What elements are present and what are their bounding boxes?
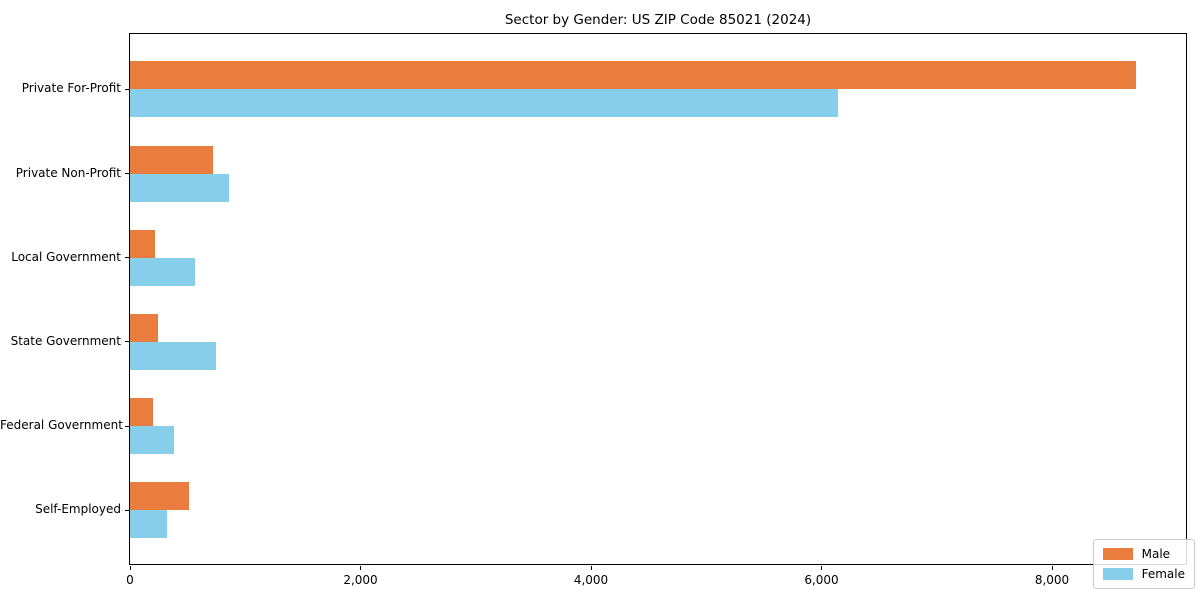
y-tick-mark [125, 509, 129, 511]
y-tick-mark [125, 173, 129, 174]
bar-female-local-government [130, 257, 195, 286]
y-tick-mark [125, 425, 129, 427]
y-tick-label-self-employed: Self-Employed [35, 502, 121, 517]
bar-female-federal-government [130, 426, 174, 455]
y-tick-label-private-for-profit: Private For-Profit [21, 81, 121, 96]
bar-male-local-government [130, 229, 155, 258]
x-tick-mark [821, 566, 822, 570]
chart-title: Sector by Gender: US ZIP Code 85021 (202… [504, 12, 812, 28]
bar-male-self-employed [130, 482, 189, 511]
legend-entry-male: Male [1102, 547, 1185, 561]
x-tick-mark [1051, 566, 1053, 570]
legend-swatch-male [1102, 548, 1133, 560]
x-tick-mark [129, 566, 131, 570]
legend-label-female: Female [1141, 567, 1185, 581]
y-tick-label-private-non-profit: Private Non-Profit [15, 165, 121, 180]
y-axis-labels: Private For-Profit Private Non-Profit Loca… [0, 33, 123, 565]
bar-female-private-non-profit [130, 173, 230, 202]
x-tick-label-8-000: 8,000 [1034, 573, 1070, 587]
x-tick-mark [590, 566, 592, 570]
legend-swatch-female [1102, 568, 1133, 580]
legend-entry-female: Female [1102, 567, 1185, 581]
x-tick-label-6-000: 6,000 [804, 573, 839, 587]
bar-female-state-government [130, 341, 216, 370]
x-tick-label-4-000: 4,000 [573, 573, 609, 587]
bar-female-self-employed [130, 510, 167, 539]
y-tick-mark [125, 88, 129, 90]
x-tick-label-0: 0 [126, 573, 134, 587]
bar-male-state-government [130, 313, 159, 342]
y-tick-mark [125, 341, 129, 343]
bar-male-federal-government [130, 398, 154, 427]
y-tick-label-state-government: State Government [10, 333, 121, 348]
bar-male-private-non-profit [130, 145, 213, 174]
legend: Male Female [1092, 539, 1195, 589]
x-tick-label-2-000: 2,000 [343, 573, 378, 587]
y-tick-mark [125, 257, 129, 259]
plot-area: 0 2,000 4,000 6,000 8,000 [125, 33, 1187, 587]
x-tick-mark [360, 566, 361, 570]
bar-female-private-for-profit [130, 89, 838, 118]
bar-male-private-for-profit [130, 61, 1137, 90]
y-tick-label-local-government: Local Government [11, 249, 121, 264]
legend-label-male: Male [1141, 547, 1171, 561]
y-tick-label-federal-government: Federal Government [0, 418, 123, 433]
